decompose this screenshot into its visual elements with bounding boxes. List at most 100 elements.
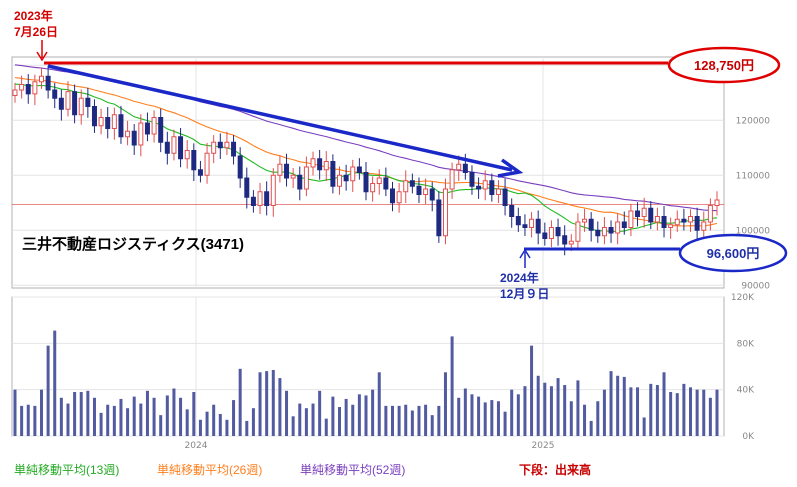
volume-bar [510, 389, 514, 436]
candle-up [151, 117, 157, 135]
volume-bar [490, 400, 494, 436]
volume-bar [675, 393, 679, 436]
volume-bar [126, 408, 130, 436]
candle-up [403, 180, 409, 193]
volume-bar [318, 390, 322, 436]
legend-volume-note: 下段：出来高 [519, 462, 591, 477]
volume-bar [53, 330, 57, 436]
volume-bar [371, 389, 375, 436]
volume-bar [404, 404, 408, 436]
candle-down [621, 221, 627, 228]
volume-bar [530, 345, 534, 436]
candle-up [370, 183, 376, 193]
candle-up [548, 227, 554, 239]
volume-bar [311, 403, 315, 436]
volume-bar [417, 405, 421, 436]
volume-bar [46, 345, 50, 436]
volume-bar [397, 405, 401, 436]
volume-bar [390, 405, 394, 436]
volume-tick-label: 0K [742, 432, 755, 442]
candle-up [138, 122, 144, 146]
volume-bar [331, 396, 335, 436]
volume-bar [609, 371, 613, 436]
candle-down [409, 180, 415, 187]
volume-bar [139, 403, 143, 436]
volume-bar [304, 408, 308, 436]
candle-down [509, 205, 515, 217]
legend-ma52: 単純移動平均(52週) [300, 463, 405, 477]
candle-up [714, 199, 720, 206]
candle-down [264, 191, 270, 206]
low-price-label: 96,600円 [707, 246, 760, 261]
candle-down [462, 163, 468, 173]
candle-down [45, 75, 51, 91]
candle-up [337, 174, 343, 187]
candle-up [668, 224, 674, 228]
candle-up [277, 163, 283, 176]
candle-up [582, 218, 588, 223]
volume-bar [271, 369, 275, 436]
high-price-callout [667, 46, 781, 84]
low-date-arrowhead [519, 248, 531, 259]
volume-bar [695, 389, 699, 436]
volume-bar [384, 405, 388, 436]
candle-down [595, 229, 601, 237]
volume-bar [225, 419, 229, 436]
candle-down [515, 216, 521, 226]
candle-up [615, 221, 621, 234]
candle-up [270, 174, 276, 206]
volume-bar [351, 404, 355, 436]
volume-bar [205, 411, 209, 436]
candle-down [608, 227, 614, 234]
candle-up [674, 218, 680, 226]
volume-bar [669, 391, 673, 436]
volume-bar [430, 415, 434, 436]
chart-title: 三井不動産ロジスティクス(3471) [22, 235, 244, 253]
volume-bar [576, 380, 580, 436]
candle-down [588, 218, 594, 231]
volume-bar [278, 378, 282, 436]
candle-up [641, 207, 647, 217]
candle-up [171, 136, 177, 154]
candle-up [125, 130, 131, 138]
volume-bar [238, 368, 242, 436]
candle-down [72, 91, 78, 116]
high-date-arrowhead [36, 51, 48, 62]
volume-bar [589, 420, 593, 436]
candle-up [376, 177, 382, 184]
candle-down [237, 155, 243, 179]
volume-bar [424, 404, 428, 436]
candle-up [449, 169, 455, 190]
volume-bar [192, 391, 196, 436]
candle-down [144, 122, 150, 135]
volume-bar [119, 398, 123, 436]
volume-bar [556, 378, 560, 436]
candle-down [416, 185, 422, 195]
volume-bar [622, 376, 626, 436]
price-tick-label: 110000 [736, 171, 771, 181]
volume-bar [265, 371, 269, 436]
candle-up [482, 180, 488, 190]
candle-down [191, 150, 197, 171]
candle-down [52, 89, 58, 99]
volume-bar [715, 389, 719, 436]
candle-up [98, 117, 104, 127]
candle-down [681, 218, 687, 223]
candle-down [197, 169, 203, 176]
volume-bars [13, 330, 719, 436]
candle-up [38, 75, 44, 83]
volume-bar [477, 396, 481, 436]
candle-down [330, 161, 336, 187]
candle-down [555, 227, 561, 237]
volume-tick-label: 80K [737, 339, 755, 349]
volume-bar [159, 415, 163, 436]
volume-bar [583, 404, 587, 436]
volume-bar [232, 400, 236, 436]
candle-up [310, 158, 316, 168]
volume-bar [338, 407, 342, 436]
candle-down [489, 180, 495, 195]
candle-up [290, 174, 296, 179]
volume-bar [218, 413, 222, 436]
candle-up [568, 240, 574, 245]
candle-up [707, 205, 713, 223]
